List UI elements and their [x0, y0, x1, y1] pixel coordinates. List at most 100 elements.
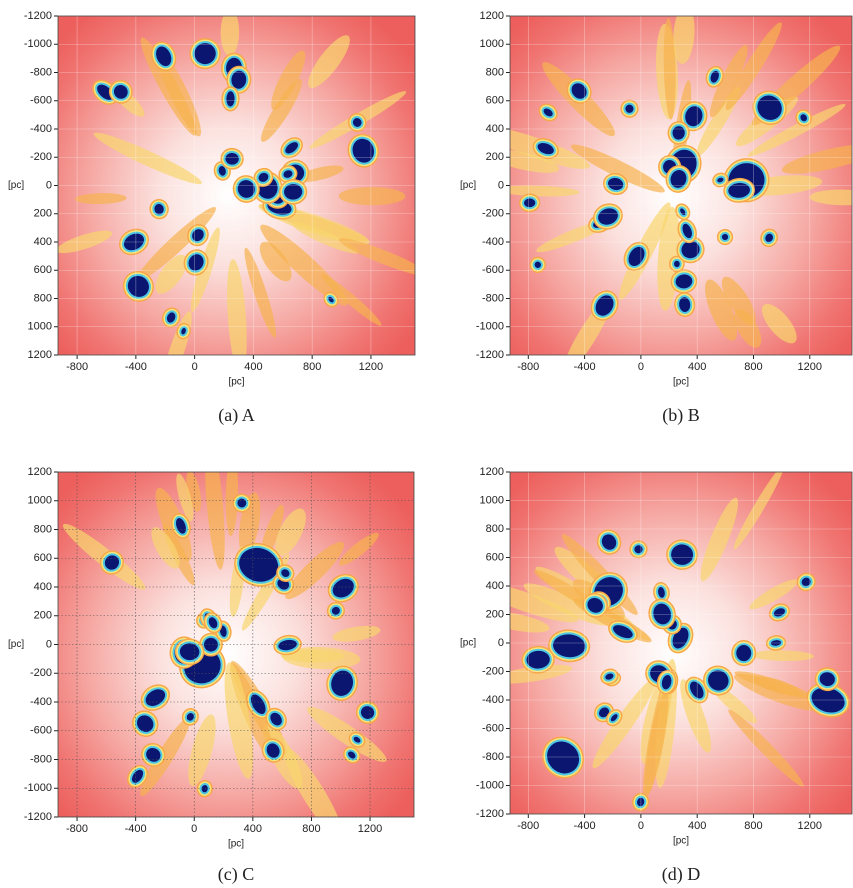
blob — [136, 715, 154, 732]
y-tick-label: -1200 — [24, 10, 52, 22]
blob — [353, 736, 361, 743]
y-tick-label: 600 — [486, 95, 504, 107]
streak — [224, 662, 254, 779]
caption: (c) C — [218, 864, 254, 885]
streak — [244, 247, 277, 338]
y-tick-label: 200 — [34, 208, 52, 220]
streak — [673, 16, 695, 64]
x-tick-label: 1200 — [358, 823, 382, 835]
y-tick-label: -1000 — [476, 321, 504, 333]
blob — [674, 260, 680, 268]
streak — [734, 309, 762, 348]
blob — [653, 603, 671, 625]
y-tick-label: -1000 — [24, 38, 52, 50]
blob — [607, 177, 624, 191]
blob — [283, 170, 293, 178]
blob — [680, 208, 686, 216]
y-tick-label: 600 — [34, 552, 52, 564]
y-tick-label: -600 — [30, 95, 52, 107]
blob — [553, 634, 586, 658]
streak — [592, 677, 657, 769]
streak — [709, 45, 748, 118]
streak — [510, 664, 572, 684]
blob — [270, 712, 282, 726]
x-tick-label: 0 — [192, 361, 198, 373]
streak — [225, 472, 239, 537]
streak — [747, 103, 846, 157]
blob — [689, 681, 704, 699]
x-tick-label: 800 — [744, 361, 762, 373]
x-tick-label: 1200 — [359, 361, 383, 373]
heatmap-image — [58, 16, 415, 355]
y-tick-label: 1200 — [28, 349, 52, 361]
blob — [679, 297, 691, 312]
streak — [186, 472, 202, 512]
x-tick-label: 0 — [638, 820, 644, 832]
blob — [710, 70, 719, 83]
blob — [681, 240, 700, 259]
caption: (b) B — [662, 405, 700, 426]
blob — [360, 706, 375, 719]
streak — [275, 508, 306, 556]
streak — [271, 50, 306, 110]
blob — [736, 645, 752, 662]
y-tick-label: 800 — [486, 66, 504, 78]
streak — [338, 187, 406, 206]
panel: -1200 -1000 -800 -600 -400 -200 0 200 400 600 800 1… — [8, 10, 416, 426]
streak — [259, 241, 292, 282]
x-tick-label: 1200 — [798, 820, 822, 832]
blob — [625, 104, 634, 113]
blob — [278, 639, 297, 651]
y-tick-label: 1200 — [480, 466, 504, 478]
y-tick-label: -200 — [30, 151, 52, 163]
x-tick-label: -800 — [517, 820, 539, 832]
blob — [770, 640, 782, 646]
heatmap-image — [510, 16, 852, 355]
y-tick-label: 800 — [34, 292, 52, 304]
blob — [671, 544, 694, 565]
blob — [219, 625, 227, 637]
blob — [97, 84, 114, 100]
plot-frame — [509, 471, 853, 815]
blob — [547, 741, 580, 774]
blob — [613, 625, 633, 639]
y-tick-label: -1200 — [476, 808, 504, 820]
y-tick-label: 200 — [486, 608, 504, 620]
x-tick-label: 800 — [744, 820, 762, 832]
x-tick-label: -400 — [125, 823, 147, 835]
streak — [261, 78, 303, 142]
plot-frame — [509, 15, 853, 356]
y-tick-label: -600 — [482, 722, 504, 734]
x-tick-label: -800 — [66, 823, 88, 835]
x-axis-label: [pc] — [228, 839, 244, 850]
y-tick-label: -1000 — [24, 782, 52, 794]
panel: -1200 -1000 -800 -600 -400 -200 0 200 400 600 800 1… — [460, 10, 853, 426]
blob — [682, 223, 692, 239]
y-tick-label: 0 — [498, 179, 504, 191]
y-axis-label: [pc] — [460, 638, 476, 649]
x-tick-label: -400 — [125, 361, 147, 373]
streak — [339, 532, 379, 566]
blob — [571, 83, 587, 99]
blob — [800, 114, 807, 122]
blob — [601, 534, 617, 550]
blob — [186, 713, 194, 721]
blob — [708, 670, 729, 691]
streak — [220, 16, 240, 56]
y-tick-label: 600 — [34, 264, 52, 276]
blob — [166, 312, 176, 323]
x-axis-label: [pc] — [228, 377, 244, 388]
blob — [352, 118, 362, 127]
y-axis-label: [pc] — [460, 180, 476, 191]
blob — [328, 296, 334, 303]
blob — [352, 138, 375, 163]
blob — [765, 233, 773, 243]
streak — [510, 611, 550, 633]
blob — [670, 170, 687, 188]
x-tick-label: -800 — [517, 361, 539, 373]
y-tick-label: 1000 — [28, 321, 52, 333]
blob — [801, 577, 811, 587]
blob — [524, 198, 536, 208]
y-tick-label: -600 — [482, 264, 504, 276]
